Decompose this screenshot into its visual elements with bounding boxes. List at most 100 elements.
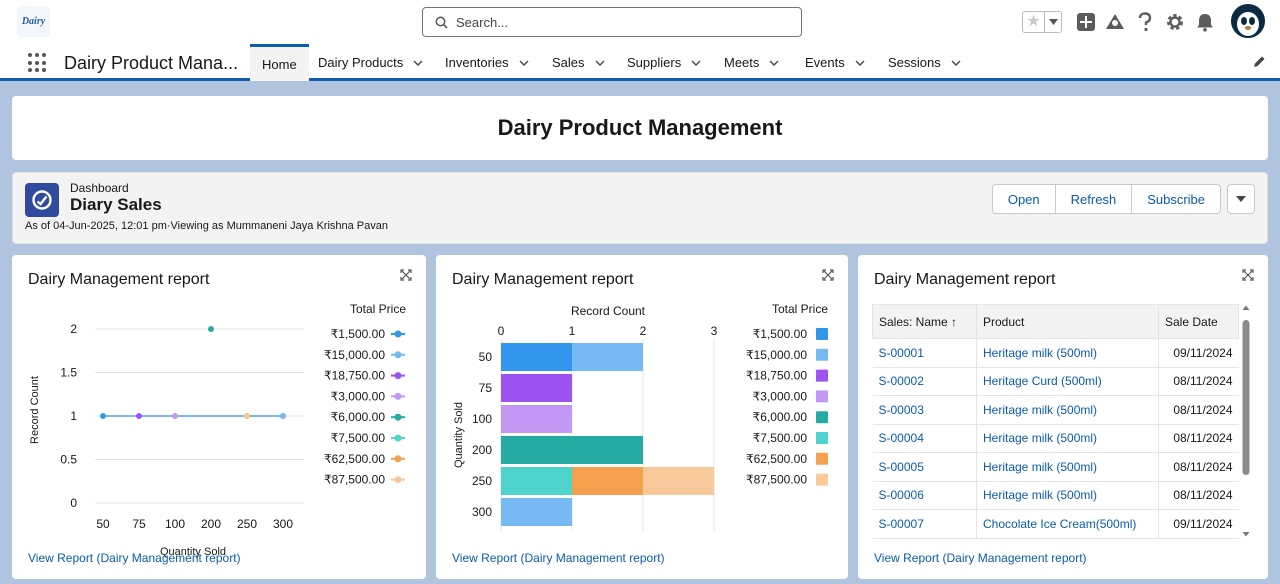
y-tick-label: 50 <box>479 350 493 364</box>
y-tick-label: 75 <box>479 381 493 395</box>
column-header-product[interactable]: Product <box>976 304 1159 339</box>
page-title: Dairy Product Management <box>497 115 783 140</box>
chevron-down-icon[interactable] <box>951 60 961 66</box>
chevron-down-icon[interactable] <box>855 60 865 66</box>
open-button[interactable]: Open <box>991 184 1056 214</box>
tab-label: Inventories <box>445 55 509 70</box>
x-tick-label: 1 <box>569 324 576 338</box>
global-search-input[interactable]: Search... <box>422 7 802 37</box>
user-avatar[interactable] <box>1231 4 1265 38</box>
product-link[interactable]: Heritage Curd (500ml) <box>976 367 1159 396</box>
chevron-down-icon[interactable] <box>691 60 701 66</box>
sales-name-link[interactable]: S-00006 <box>872 481 977 510</box>
table-row: S-00003 Heritage milk (500ml) 08/11/2024 <box>872 395 1239 425</box>
legend-title: Total Price <box>350 302 406 316</box>
y-tick-label: 0.5 <box>60 453 77 467</box>
sales-name-link[interactable]: S-00004 <box>872 424 977 453</box>
report-card-scatter: Dairy Management report 0 0.5 1 1.5 2 50 75 100… <box>12 255 426 579</box>
column-header-sale-date[interactable]: Sale Date <box>1158 304 1239 339</box>
refresh-button[interactable]: Refresh <box>1055 184 1133 214</box>
favorites-dropdown[interactable] <box>1045 12 1061 32</box>
tab-events[interactable]: Events <box>805 44 865 81</box>
expand-icon[interactable] <box>400 269 412 281</box>
global-header: Dairy Search... ★ <box>0 0 1280 44</box>
x-axis-title: Record Count <box>571 304 646 318</box>
product-link[interactable]: Chocolate Ice Cream(500ml) <box>976 509 1159 539</box>
legend-label: ₹15,000.00 <box>324 348 385 362</box>
table-scrollbar[interactable] <box>1241 304 1251 544</box>
sales-name-link[interactable]: S-00001 <box>872 338 977 368</box>
subscribe-button[interactable]: Subscribe <box>1132 184 1221 214</box>
global-actions-button[interactable] <box>1075 11 1097 33</box>
chevron-down-icon[interactable] <box>519 60 529 66</box>
star-icon[interactable]: ★ <box>1023 12 1045 32</box>
tab-inventories[interactable]: Inventories <box>445 44 529 81</box>
bar-segment <box>501 436 643 464</box>
app-launcher-icon[interactable] <box>28 53 48 73</box>
data-point <box>100 413 106 419</box>
legend-marker <box>394 413 402 421</box>
sales-name-link[interactable]: S-00005 <box>872 452 977 482</box>
sale-date: 08/11/2024 <box>1158 481 1239 510</box>
tab-home[interactable]: Home <box>250 44 309 81</box>
y-tick-label: 100 <box>472 412 492 426</box>
column-header-sales-name[interactable]: Sales: Name ↑ <box>872 304 977 339</box>
expand-icon[interactable] <box>1242 269 1254 281</box>
notifications-button[interactable] <box>1194 11 1216 33</box>
product-link[interactable]: Heritage milk (500ml) <box>976 424 1159 453</box>
table-row: S-00007 Chocolate Ice Cream(500ml) 09/11/2… <box>872 509 1239 539</box>
legend-swatch <box>816 473 828 486</box>
dashboard-icon <box>25 183 59 217</box>
sales-name-link[interactable]: S-00002 <box>872 367 977 396</box>
x-tick-label: 50 <box>96 517 110 531</box>
setup-button[interactable] <box>1164 11 1186 33</box>
astro-avatar-icon <box>1231 4 1265 38</box>
view-report-link[interactable]: View Report (Dairy Management report) <box>874 551 1087 565</box>
dashboard-type-label: Dashboard <box>70 181 129 195</box>
edit-nav-pencil-icon[interactable] <box>1253 55 1266 68</box>
data-point <box>172 413 178 419</box>
table-row: S-00001 Heritage milk (500ml) 09/11/2024 <box>872 338 1239 368</box>
tab-suppliers[interactable]: Suppliers <box>627 44 701 81</box>
tab-sales[interactable]: Sales <box>552 44 605 81</box>
product-link[interactable]: Heritage milk (500ml) <box>976 395 1159 425</box>
data-point <box>208 326 214 332</box>
tab-meets[interactable]: Meets <box>724 44 779 81</box>
sales-name-link[interactable]: S-00003 <box>872 395 977 425</box>
chevron-down-icon[interactable] <box>413 60 423 66</box>
chevron-down-icon[interactable] <box>595 60 605 66</box>
y-tick-label: 200 <box>472 443 492 457</box>
x-axis-title: Quantity Sold <box>160 546 226 558</box>
dashboard-as-of-text: As of 04-Jun-2025, 12:01 pm·Viewing as M… <box>25 220 388 232</box>
app-logo[interactable]: Dairy <box>17 6 50 37</box>
x-tick-label: 100 <box>165 517 185 531</box>
x-tick-label: 3 <box>711 324 718 338</box>
sales-name-link[interactable]: S-00007 <box>872 509 977 539</box>
view-report-link[interactable]: View Report (Dairy Management report) <box>28 551 241 565</box>
view-report-link[interactable]: View Report (Dairy Management report) <box>452 551 665 565</box>
tab-sessions[interactable]: Sessions <box>888 44 961 81</box>
legend-label: ₹6,000.00 <box>753 410 808 424</box>
bar-segment <box>501 343 572 371</box>
legend-label: ₹62,500.00 <box>324 452 385 466</box>
more-actions-button[interactable] <box>1227 184 1255 214</box>
tab-label: Sessions <box>888 55 941 70</box>
product-link[interactable]: Heritage milk (500ml) <box>976 452 1159 482</box>
legend-label: ₹7,500.00 <box>753 431 808 445</box>
favorites-button[interactable]: ★ <box>1022 11 1062 33</box>
trailhead-button[interactable] <box>1104 11 1126 33</box>
chevron-down-icon[interactable] <box>769 60 779 66</box>
table-header-row: Sales: Name ↑ Product Sale Date <box>872 304 1239 339</box>
y-tick-label: 1.5 <box>60 366 77 380</box>
legend-label: ₹87,500.00 <box>746 473 807 487</box>
legend-label: ₹15,000.00 <box>746 348 807 362</box>
legend-label: ₹6,000.00 <box>331 410 386 424</box>
expand-icon[interactable] <box>822 269 834 281</box>
chevron-down-icon <box>1048 19 1058 25</box>
dashboard-actions: Open Refresh Subscribe <box>991 184 1255 214</box>
help-button[interactable] <box>1134 11 1156 33</box>
legend-label: ₹87,500.00 <box>324 473 385 487</box>
tab-dairy-products[interactable]: Dairy Products <box>318 44 423 81</box>
product-link[interactable]: Heritage milk (500ml) <box>976 481 1159 510</box>
product-link[interactable]: Heritage milk (500ml) <box>976 338 1159 368</box>
